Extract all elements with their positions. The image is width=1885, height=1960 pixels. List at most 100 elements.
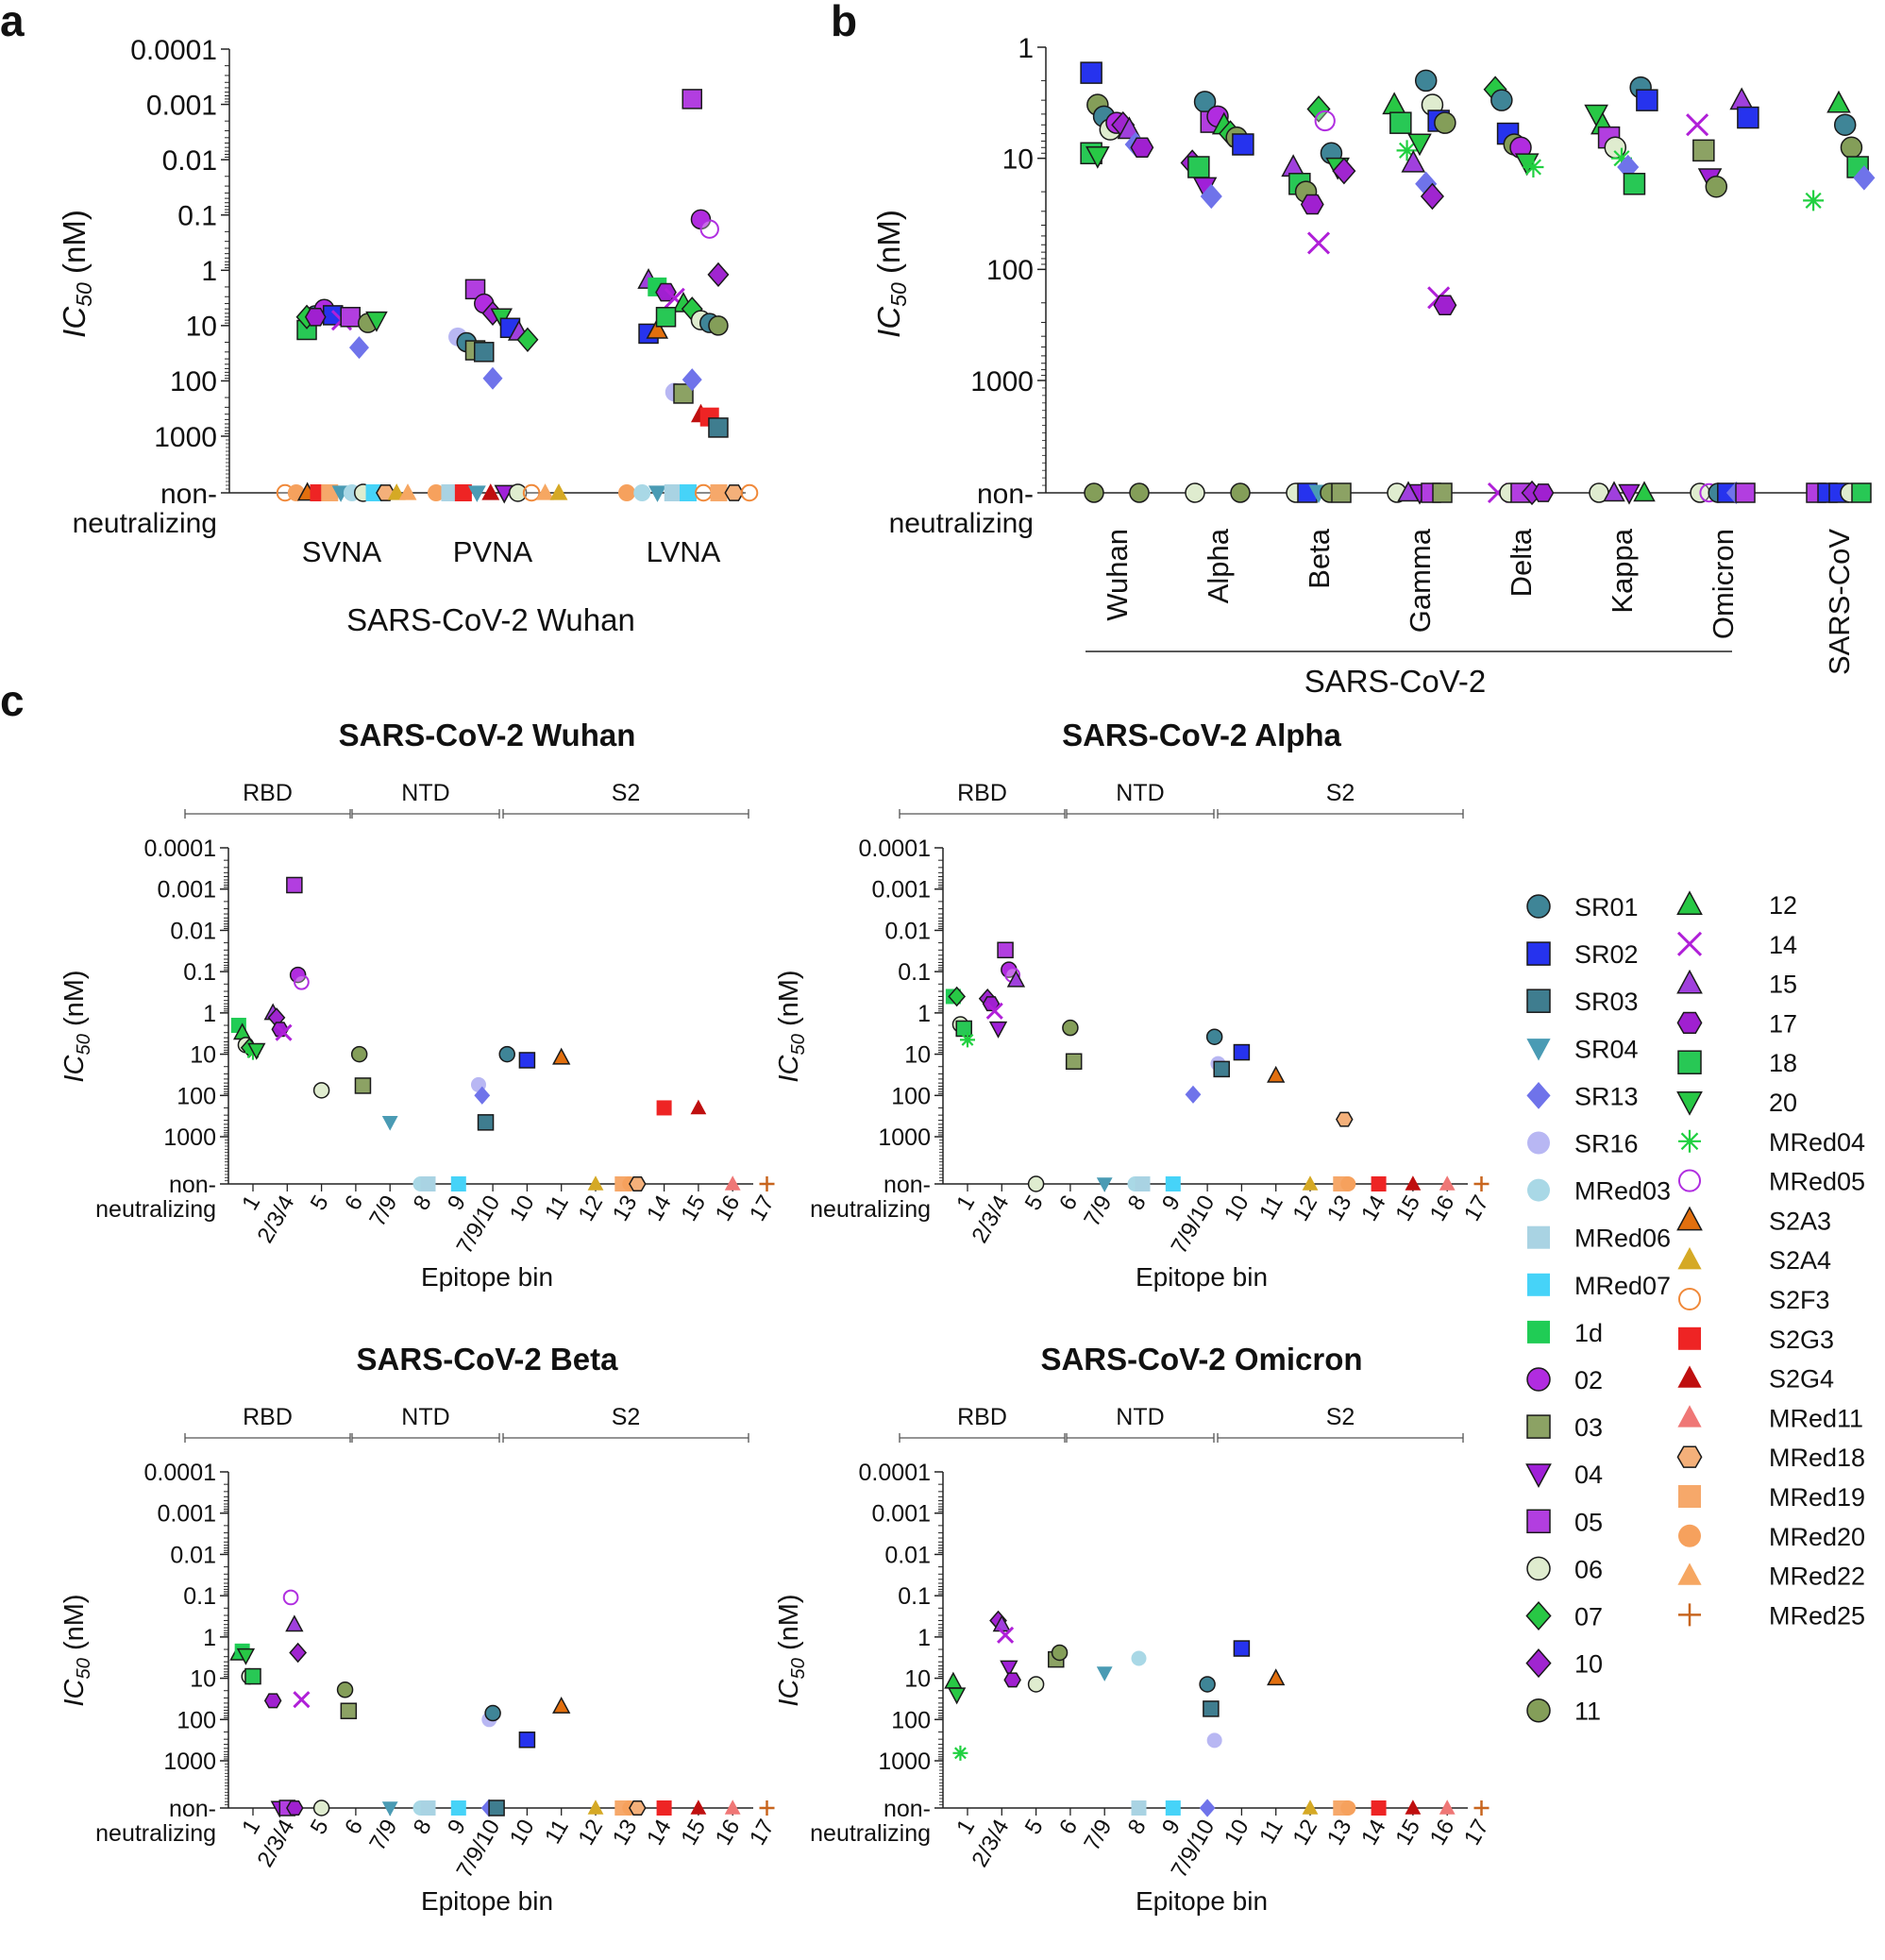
data-point [1826,90,1851,113]
nonneutral-point [724,1175,741,1191]
nonneutral-label: non- [169,1172,216,1198]
nonneutral-label: neutralizing [95,1196,216,1223]
x-tick-label: 15 [1390,1816,1425,1850]
nonneutral-point [1302,1799,1319,1815]
nonneutral-point [1439,1799,1456,1815]
data-point [1267,1668,1286,1686]
y-tick-label: 0.0001 [130,35,217,66]
nonneutral-point [1371,1176,1387,1191]
panel-a-chart: 0.0001 0.001 0.01 0.1 1 10 100 1000 non-neutrali… [57,35,759,637]
legend-label: MRed19 [1769,1483,1865,1512]
data-point [997,1626,1015,1644]
legend-label: 10 [1574,1650,1603,1679]
data-point [960,1032,975,1048]
data-point [289,1642,308,1664]
x-tick-label: 9 [1157,1191,1186,1215]
legend-label: S2G3 [1769,1326,1834,1354]
data-point [289,966,307,984]
nonneutral-point [1851,482,1872,503]
legend-label: 05 [1574,1508,1603,1536]
data-point [708,417,729,438]
legend-label: S2G4 [1769,1365,1834,1394]
nonneutral-point [1735,482,1756,503]
x-axis-title: Epitope bin [421,1886,553,1916]
asterisk-icon [1678,1129,1701,1153]
x-tick-label: 6 [1054,1191,1083,1215]
y-tick-label: 1 [917,1625,931,1651]
data-point [1080,61,1102,84]
x-tick-label: 2/3/4 [967,1816,1014,1872]
legend-label: 18 [1769,1049,1797,1077]
data-point [708,315,729,336]
data-point [673,383,694,404]
x-tick-label: 2/3/4 [967,1191,1014,1248]
x-tick-label: 13 [1322,1191,1357,1226]
data-point [1199,1676,1216,1693]
x-axis-title: Epitope bin [1136,1886,1268,1916]
x-tick-label: 16 [711,1191,746,1226]
nonneutral-point [286,1799,304,1816]
data-point [1514,153,1540,177]
nonneutral-point [387,483,406,500]
triangle-down-icon [1526,1039,1551,1061]
data-point [1332,157,1356,185]
nonneutral-point [1371,1800,1387,1816]
data-point [1233,1640,1251,1657]
y-tick-label: 0.0001 [859,1460,931,1486]
nonneutral-point [467,485,486,502]
x-tick-label: 13 [608,1191,643,1226]
x-axis-title: Epitope bin [1136,1262,1268,1292]
nonneutral-point [494,484,514,504]
y-axis-title: IC50 (nM) [774,970,809,1082]
x-category-label: Delta [1505,528,1538,597]
nonneutral-point [1473,1176,1489,1191]
domain-label: RBD [957,1404,1007,1430]
triangle-up-icon [1677,1365,1702,1388]
x-tick-label: 7/9 [1079,1816,1117,1855]
y-axis-title: IC50 (nM) [59,970,94,1082]
data-point [997,941,1014,959]
x-tick-label: 11 [540,1816,574,1849]
x-category-label: Wuhan [1101,529,1134,621]
x-tick-label: 11 [540,1191,574,1225]
x-category-label: Gamma [1404,528,1437,633]
data-point [474,1086,491,1105]
x-tick-label: 7/9 [364,1816,402,1855]
nonneutral-point [1230,482,1251,503]
data-point [1233,1043,1251,1061]
data-point [275,1023,293,1041]
x-tick-label: 8 [1123,1816,1152,1839]
data-point [682,89,702,110]
circle-icon [1527,1131,1550,1155]
bracket-label: SARS-CoV-2 [1304,664,1487,699]
diamond-icon [1526,1082,1551,1109]
domain-label: S2 [1326,780,1355,806]
data-point [1051,1644,1069,1662]
y-tick-label: 0.1 [898,1583,931,1610]
data-point [1086,145,1110,169]
nonneutral-point [664,484,682,501]
triangle-up-icon [1677,1563,1702,1585]
open-circle-icon [1677,1287,1702,1311]
legend-label: SR04 [1574,1035,1639,1063]
y-tick-label: 1000 [878,1124,931,1151]
x-tick-label: 12 [573,1816,608,1850]
nonneutral-point [381,1801,398,1816]
data-point [1203,1700,1220,1717]
data-point [1389,111,1412,134]
x-tick-label: 2/3/4 [252,1191,299,1248]
nonneutral-point [1131,1800,1147,1816]
square-icon [1678,1485,1701,1508]
data-point [381,1116,398,1131]
x-tick-label: 1 [237,1191,265,1215]
x-tick-label: 12 [1288,1191,1322,1226]
subplot-title: SARS-CoV-2 Omicron [1040,1342,1362,1377]
legend-label: MRed18 [1769,1444,1865,1472]
data-point [1187,156,1210,178]
y-tick-label: 1 [917,1001,931,1027]
legend-label: SR13 [1574,1082,1639,1110]
plus-icon [1678,1603,1701,1627]
data-point [1833,113,1857,136]
nonneutral-label: non- [884,1172,931,1198]
y-tick-label: 0.01 [170,918,216,944]
